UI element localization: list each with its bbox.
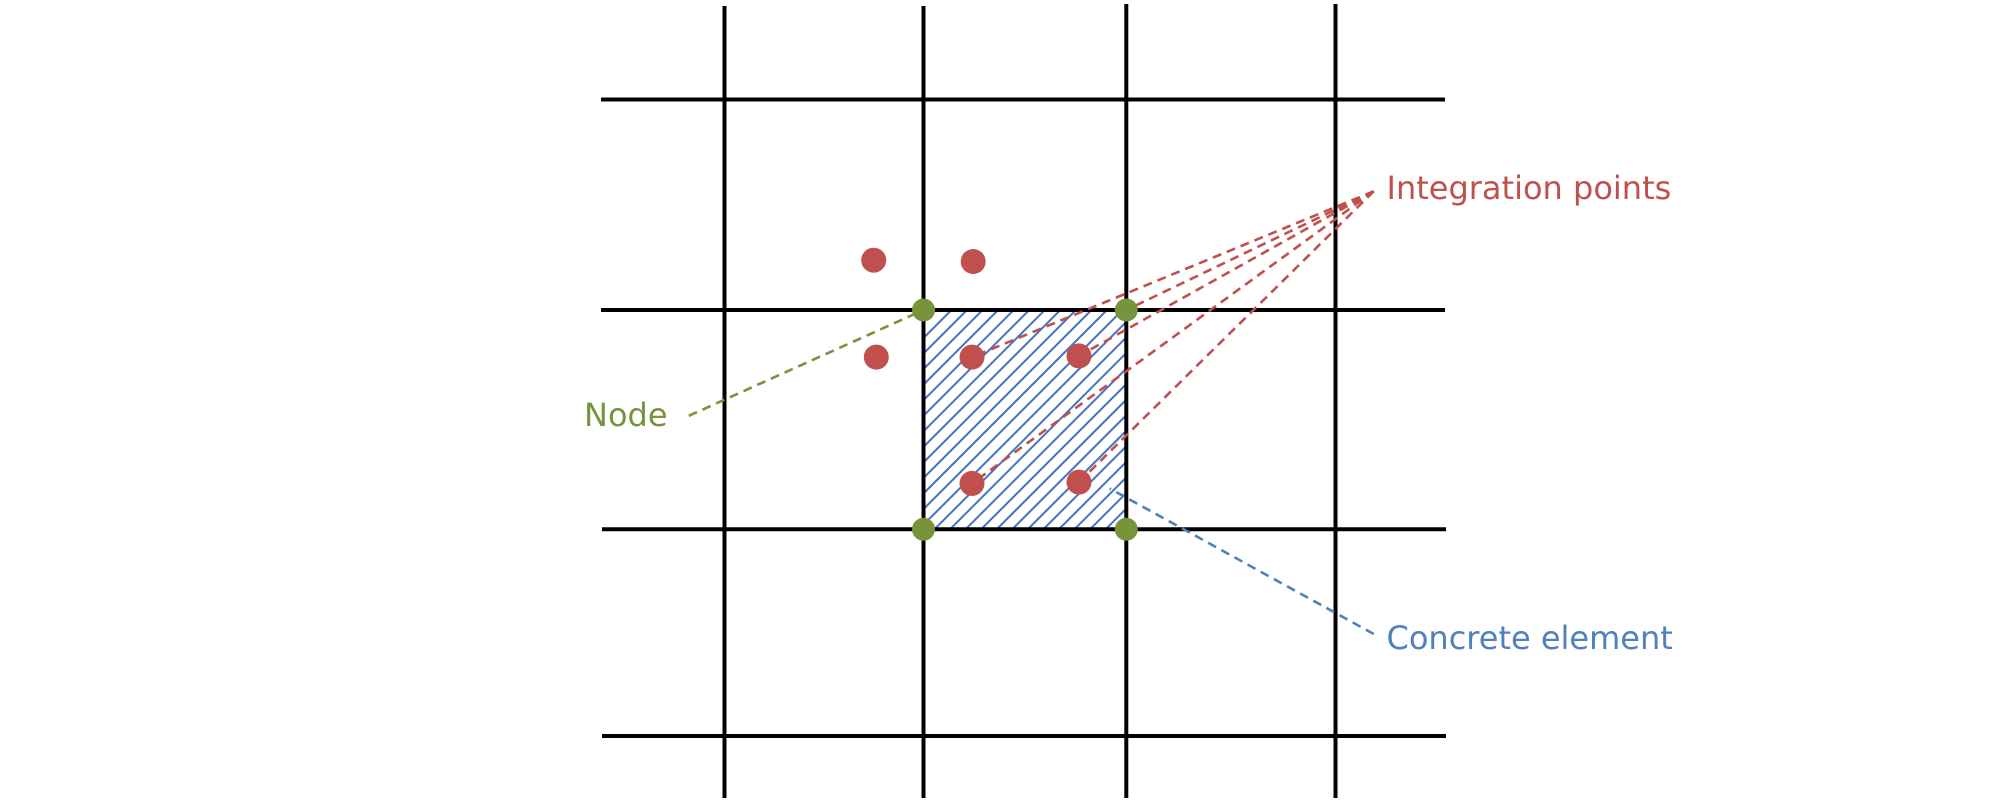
element-leader — [1109, 487, 1375, 636]
concrete-element — [923, 310, 1127, 530]
mesh-grid — [601, 4, 1446, 798]
integration-points — [861, 247, 1092, 496]
concrete-element-label: Concrete element — [1387, 619, 1673, 657]
node-leader — [688, 308, 925, 417]
nodes — [912, 298, 1138, 541]
integration-points-label: Integration points — [1387, 169, 1672, 207]
integration-leaders — [971, 190, 1375, 485]
node-label: Node — [584, 396, 668, 434]
